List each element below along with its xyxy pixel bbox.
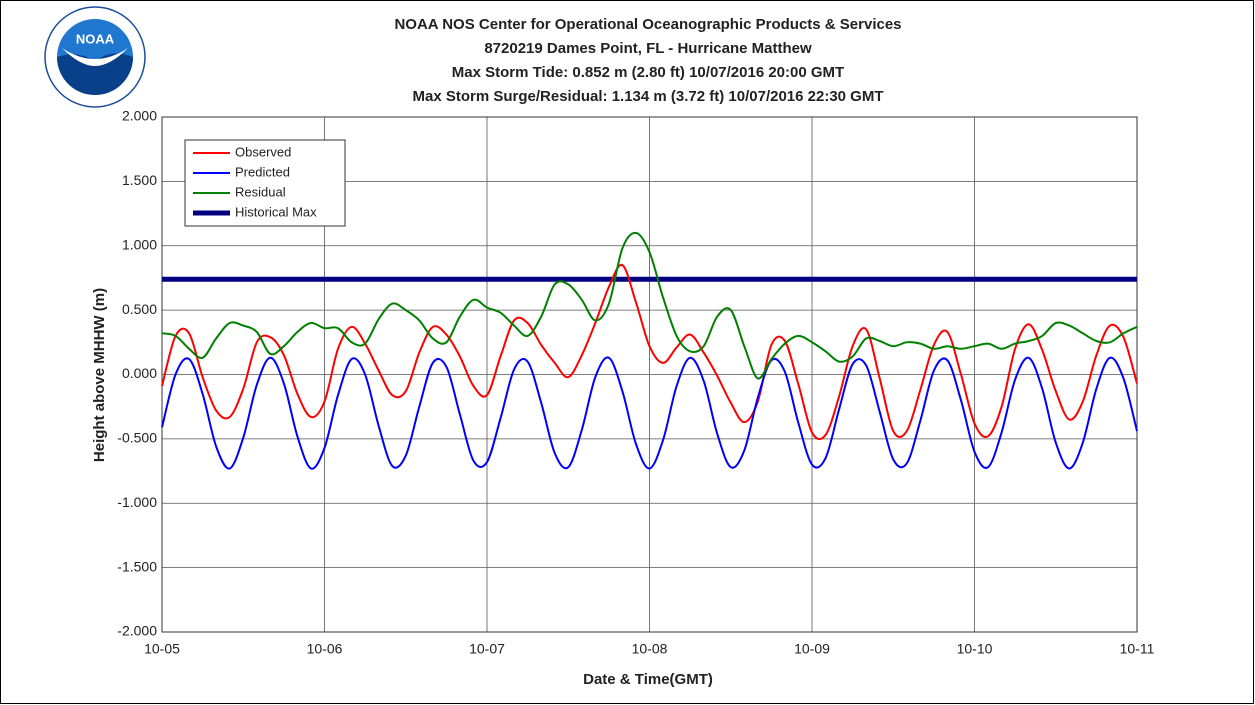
x-tick-label: 10-10 (957, 641, 993, 657)
legend-box (184, 139, 346, 227)
x-tick-label: 10-09 (794, 641, 830, 657)
logo-text: NOAA (76, 31, 115, 46)
y-tick-label: -2.000 (117, 623, 157, 639)
y-tick-label: 1.500 (122, 172, 157, 188)
x-tick-label: 10-06 (307, 641, 343, 657)
y-tick-label: -1.500 (117, 558, 157, 574)
x-tick-label: 10-05 (144, 641, 180, 657)
y-tick-label: -1.000 (117, 494, 157, 510)
legend-label: Predicted (235, 164, 290, 179)
y-tick-label: 0.500 (122, 301, 157, 317)
x-tick-label: 10-11 (1120, 641, 1155, 657)
subtitle: 8720219 Dames Point, FL - Hurricane Matt… (484, 40, 812, 57)
x-tick-label: 10-08 (632, 641, 668, 657)
legend-label: Historical Max (235, 204, 317, 219)
y-tick-label: 0.000 (122, 365, 157, 381)
subtitle: Max Storm Tide: 0.852 m (2.80 ft) 10/07/… (452, 64, 844, 81)
legend-label: Observed (235, 144, 291, 159)
subtitle: Max Storm Surge/Residual: 1.134 m (3.72 … (412, 88, 883, 105)
y-tick-label: 1.000 (122, 236, 157, 252)
data-line (161, 263, 1138, 441)
noaa-logo: NOAA (44, 6, 146, 108)
legend-label: Residual (235, 184, 286, 199)
y-tick-label: -0.500 (117, 430, 157, 446)
chart-title: NOAA NOS Center for Operational Oceanogr… (394, 16, 901, 33)
data-line (161, 231, 1138, 380)
y-tick-label: 2.000 (122, 108, 157, 124)
x-axis-label: Date & Time(GMT) (583, 671, 713, 688)
plot-border (161, 116, 1138, 633)
y-axis-label: Height above MHHW (m) (91, 288, 108, 462)
data-line (161, 356, 1138, 470)
x-tick-label: 10-07 (469, 641, 505, 657)
